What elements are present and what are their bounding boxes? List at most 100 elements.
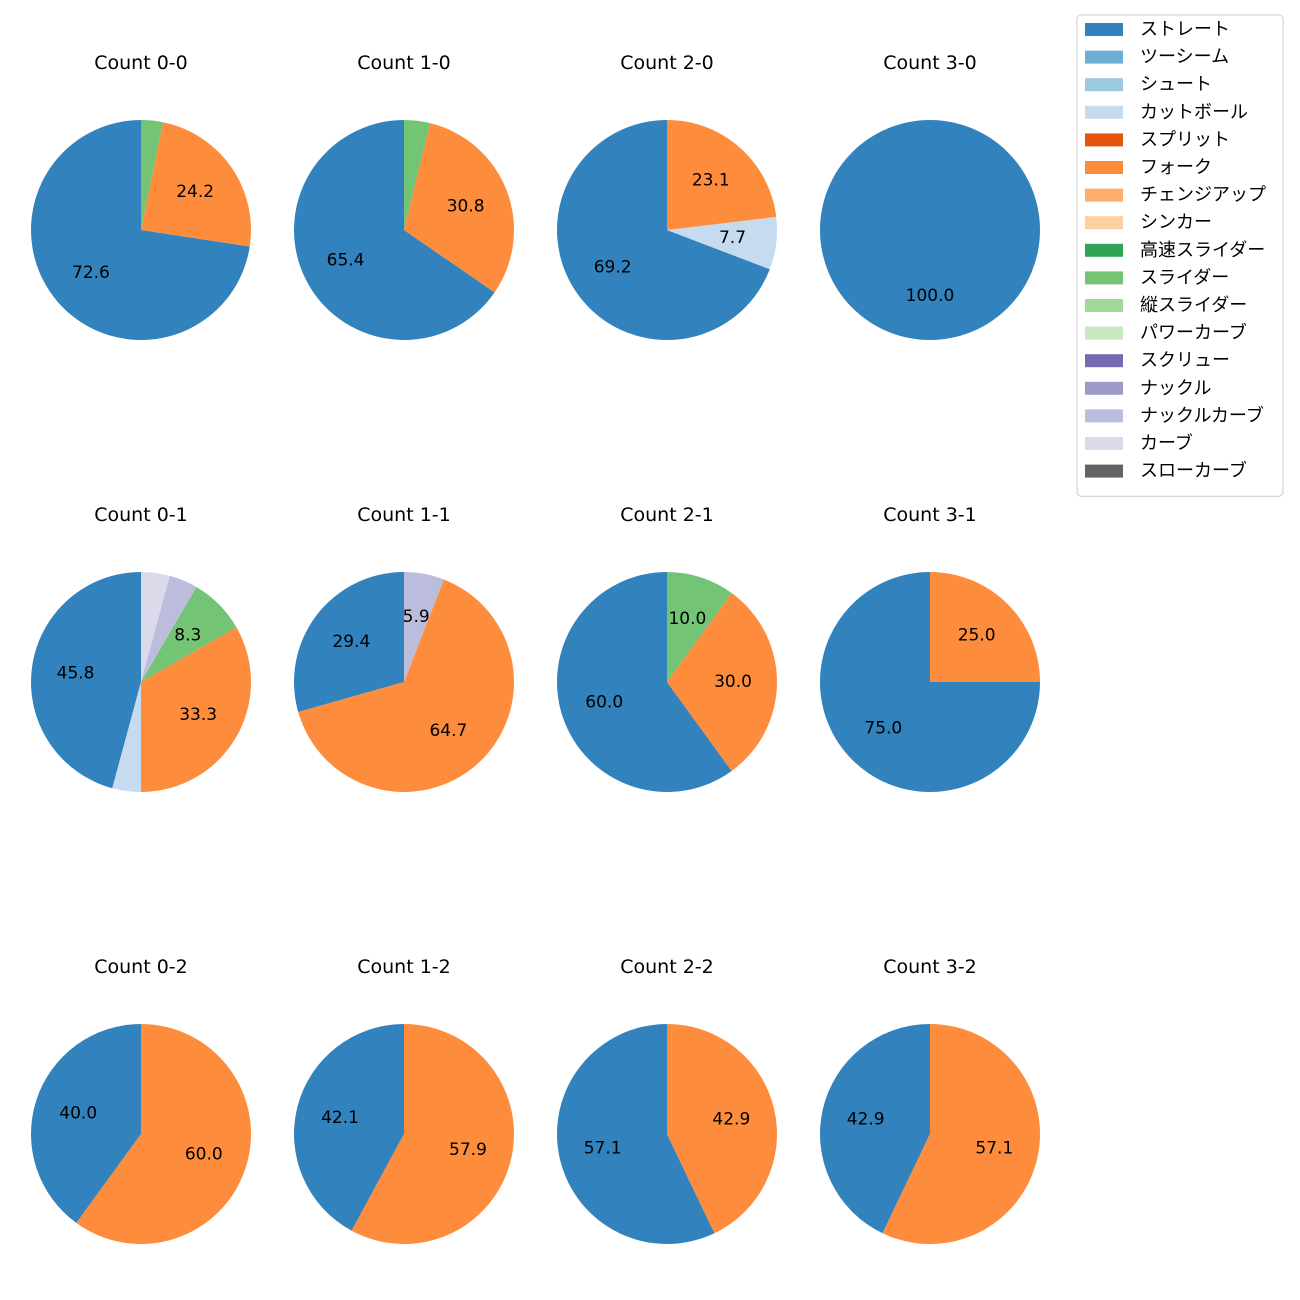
pie-slice	[557, 120, 770, 341]
legend-label: スクリュー	[1140, 350, 1230, 371]
legend-label: シンカー	[1140, 212, 1212, 233]
pie-value-label: 42.9	[847, 1109, 885, 1129]
pie-2: Count 1-0 65.4 30.8	[294, 52, 515, 340]
legend-swatch	[1085, 78, 1123, 92]
pie-value-label: 42.1	[321, 1108, 359, 1128]
legend-swatch	[1085, 464, 1123, 478]
pie-title: Count 0-1	[94, 504, 188, 526]
pie-slice	[930, 572, 1040, 682]
pie-7: Count 2-1 60.0 30.0 10.0	[557, 504, 778, 793]
pie-slice	[351, 1024, 515, 1245]
legend-swatch	[1085, 50, 1123, 64]
pie-slice	[882, 1024, 1041, 1244]
legend-swatch	[1085, 326, 1123, 340]
pie-slice	[30, 120, 250, 340]
pie-11: Count 2-2 57.1 42.9	[556, 956, 777, 1244]
legend-swatch	[1085, 299, 1123, 312]
pie-value-label: 100.0	[906, 286, 955, 306]
pie-slice	[820, 120, 1040, 340]
pie-value-label: 24.2	[176, 182, 214, 202]
legend-label: チェンジアップ	[1140, 185, 1266, 206]
pie-slice	[667, 216, 778, 270]
legend-label: ナックルカーブ	[1140, 404, 1264, 426]
pie-value-label: 7.7	[719, 228, 746, 248]
pie-slice	[141, 627, 252, 792]
pie-title: Count 1-1	[357, 504, 451, 526]
legend-label: 高速スライダー	[1140, 240, 1265, 261]
pie-value-label: 10.0	[668, 609, 706, 629]
pie-10: Count 1-2 42.1 57.9	[294, 956, 515, 1245]
pie-title: Count 3-2	[883, 956, 977, 978]
pie-slice	[294, 120, 495, 340]
pie-title: Count 3-0	[883, 52, 977, 74]
legend-frame	[1076, 14, 1284, 497]
pie-value-label: 65.4	[327, 251, 365, 271]
legend-label: スローカーブ	[1140, 460, 1247, 482]
legend-label: カーブ	[1140, 432, 1193, 454]
pie-slice	[141, 575, 197, 682]
pie-value-label: 57.1	[584, 1139, 622, 1159]
legend-label: シュート	[1140, 74, 1212, 95]
pie-value-label: 60.0	[185, 1144, 223, 1164]
pie-slice	[667, 593, 778, 771]
legend-label: パワーカーブ	[1140, 322, 1247, 344]
pie-value-label: 30.0	[714, 672, 752, 692]
legend-swatch	[1085, 105, 1123, 119]
pie-slice	[141, 122, 251, 247]
pie-12: Count 3-2 42.9 57.1	[820, 956, 1041, 1244]
pie-slice	[30, 1024, 141, 1223]
pie-value-label: 72.6	[72, 263, 110, 283]
pie-8: Count 3-1 75.0 25.0	[820, 504, 1040, 792]
pie-3: Count 2-0 69.2 7.7 23.1	[557, 52, 778, 341]
pie-slice	[141, 572, 170, 682]
pie-value-label: 64.7	[429, 721, 467, 741]
pie-title: Count 2-0	[620, 52, 714, 74]
pie-value-label: 30.8	[447, 196, 485, 216]
pie-title: Count 0-2	[94, 956, 188, 978]
pie-slice	[404, 572, 444, 682]
legend-swatch	[1085, 133, 1123, 147]
pie-slice	[667, 119, 777, 230]
pie-value-label: 60.0	[585, 692, 623, 712]
legend-label: スライダー	[1140, 267, 1229, 288]
pie-slice	[141, 586, 237, 682]
pie-value-label: 5.9	[403, 607, 430, 627]
pie-slice	[404, 123, 515, 293]
pie-value-label: 29.4	[332, 632, 370, 652]
pie-slice	[76, 1024, 251, 1244]
pie-title: Count 0-0	[94, 52, 188, 74]
pie-slice	[557, 572, 732, 793]
pie-value-label: 23.1	[692, 171, 730, 191]
legend-label: カットボール	[1140, 102, 1248, 123]
legend-swatch	[1085, 271, 1123, 285]
pie-value-label: 57.1	[975, 1139, 1013, 1159]
legend-swatch	[1085, 409, 1123, 423]
legend-label: ストレート	[1140, 19, 1230, 40]
legend-swatch	[1085, 437, 1123, 450]
legend-label: ツーシーム	[1140, 47, 1229, 68]
pie-slice	[112, 682, 141, 792]
pie-value-label: 42.9	[712, 1109, 750, 1129]
pie-title: Count 3-1	[883, 504, 977, 526]
pie-value-label: 33.3	[179, 705, 217, 725]
legend-label: フォーク	[1140, 157, 1212, 178]
pie-slice	[141, 120, 163, 230]
legend-label: ナックル	[1140, 378, 1211, 399]
legend-swatch	[1085, 23, 1123, 36]
pie-title: Count 2-2	[620, 956, 714, 978]
pie-1: Count 0-0 72.6 24.2	[30, 52, 251, 340]
pie-4: Count 3-0 100.0	[820, 52, 1040, 340]
pie-6: Count 1-1 29.4 64.7 5.9	[294, 504, 515, 792]
pie-title: Count 2-1	[620, 504, 714, 526]
pie-9: Count 0-2 40.0 60.0	[30, 956, 251, 1244]
pie-value-label: 75.0	[864, 719, 902, 739]
legend: ストレートツーシームシュートカットボールスプリットフォークチェンジアップシンカー…	[1076, 14, 1284, 497]
pie-slice	[31, 572, 142, 789]
pie-value-label: 40.0	[59, 1104, 97, 1124]
legend-swatch	[1085, 243, 1123, 257]
pie-value-label: 25.0	[958, 625, 996, 645]
legend-label: スプリット	[1140, 129, 1230, 150]
legend-swatch	[1085, 216, 1123, 230]
